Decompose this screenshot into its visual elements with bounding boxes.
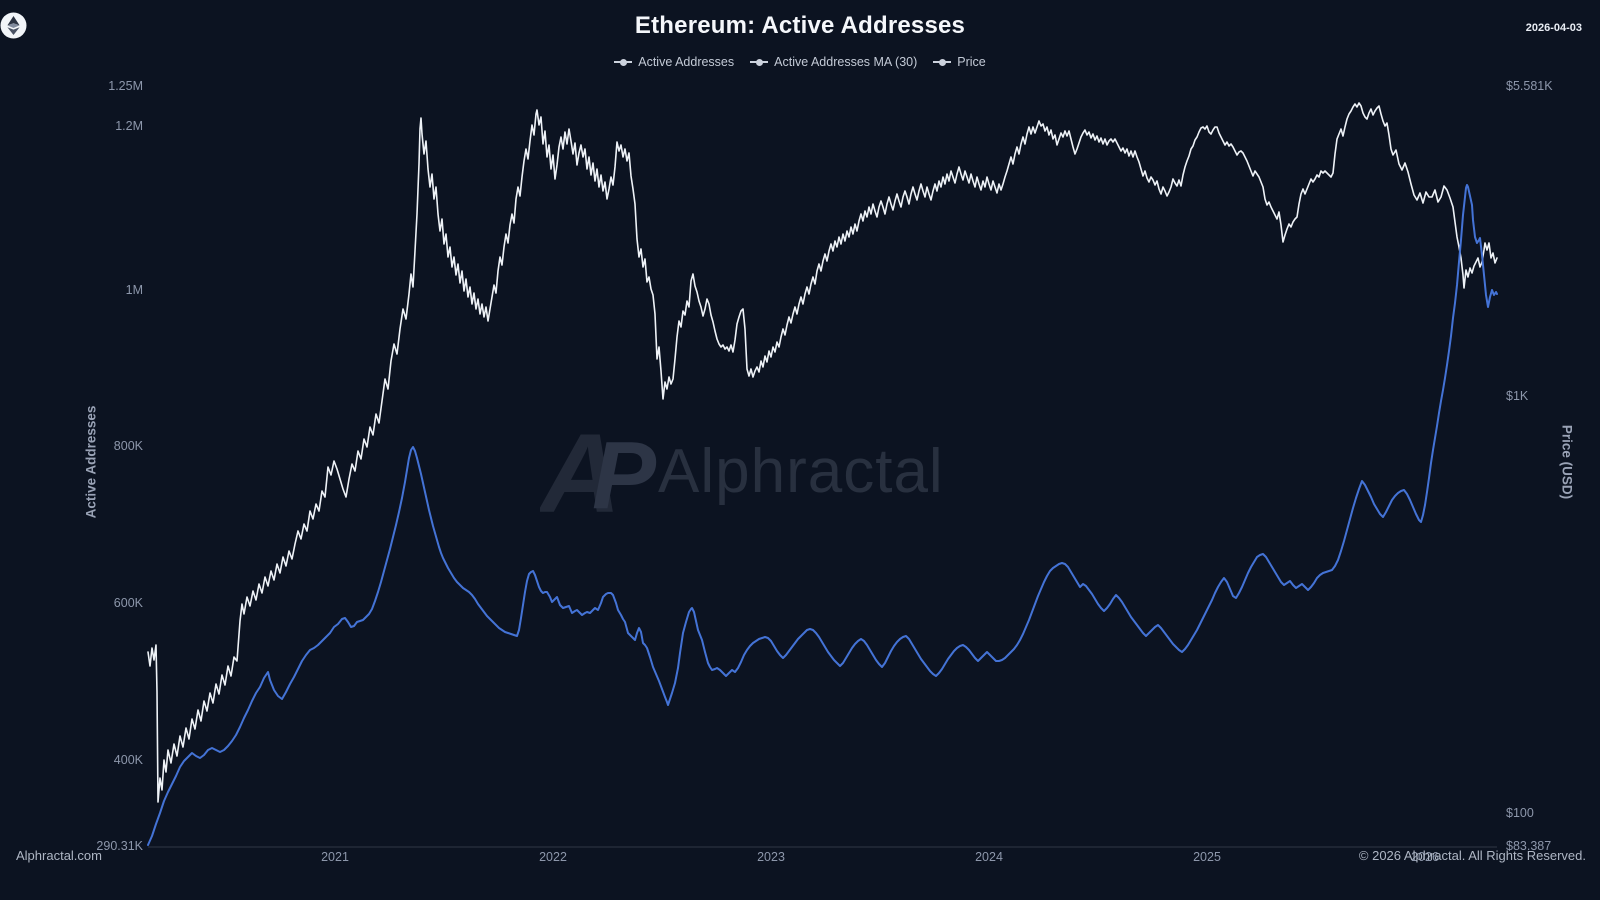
legend-item-label: Price	[957, 55, 986, 69]
x-tick-2022: 2022	[539, 850, 567, 864]
y-right-tick-$5.581K: $5.581K	[1506, 79, 1553, 93]
y-right-tick-$100: $100	[1506, 806, 1534, 820]
x-tick-2026: 2026	[1411, 850, 1439, 864]
legend-item-price[interactable]: Price	[933, 55, 986, 69]
y-left-tick-600K: 600K	[113, 596, 143, 610]
legend: Active Addresses Active Addresses MA (30)…	[0, 55, 1600, 69]
y-left-tick-800K: 800K	[113, 439, 143, 453]
y-right-tick-$83.387: $83.387	[1506, 839, 1552, 853]
legend-marker-icon	[750, 58, 769, 66]
price-line[interactable]	[147, 102, 1498, 803]
y-left-tick-1.25M: 1.25M	[108, 79, 143, 93]
x-tick-2023: 2023	[757, 850, 785, 864]
y-left-tick-1M: 1M	[125, 283, 143, 297]
date-label: 2026-04-03	[1525, 22, 1582, 34]
y-left-tick-400K: 400K	[113, 753, 143, 767]
legend-item-label: Active Addresses MA (30)	[774, 55, 918, 69]
page-title: Ethereum: Active Addresses	[634, 12, 966, 39]
legend-marker-icon	[933, 58, 952, 66]
y-left-axis-title: Active Addresses	[83, 405, 99, 519]
x-tick-2024: 2024	[975, 850, 1003, 864]
site-link[interactable]: Alphractal.com	[16, 848, 102, 863]
y-right-tick-$1K: $1K	[1506, 389, 1529, 403]
copyright-text: © 2026 Alphractal. All Rights Reserved.	[1358, 848, 1586, 863]
y-left-tick-290.31K: 290.31K	[96, 839, 143, 853]
x-tick-2021: 2021	[321, 850, 349, 864]
legend-item-active-addresses-ma-30-[interactable]: Active Addresses MA (30)	[750, 55, 917, 69]
y-left-tick-1.2M: 1.2M	[115, 119, 143, 133]
ethereum-icon	[0, 12, 27, 39]
y-right-axis-title: Price (USD)	[1559, 424, 1575, 500]
legend-marker-icon	[614, 58, 633, 66]
active-addresses-line[interactable]	[147, 184, 1498, 846]
legend-item-active-addresses[interactable]: Active Addresses	[614, 55, 734, 69]
header: Ethereum: Active Addresses	[0, 12, 1600, 40]
legend-item-label: Active Addresses	[638, 55, 735, 69]
x-tick-2025: 2025	[1193, 850, 1221, 864]
